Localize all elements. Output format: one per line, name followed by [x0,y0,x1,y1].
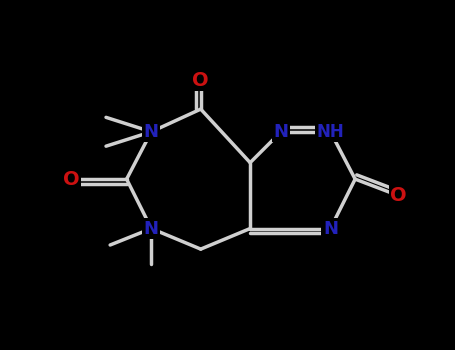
Text: O: O [192,71,209,90]
Text: O: O [63,170,79,189]
Text: NH: NH [317,123,344,141]
Text: N: N [323,219,338,238]
Text: O: O [390,186,407,205]
Text: N: N [144,219,159,238]
Text: N: N [144,123,159,141]
Text: N: N [273,123,288,141]
